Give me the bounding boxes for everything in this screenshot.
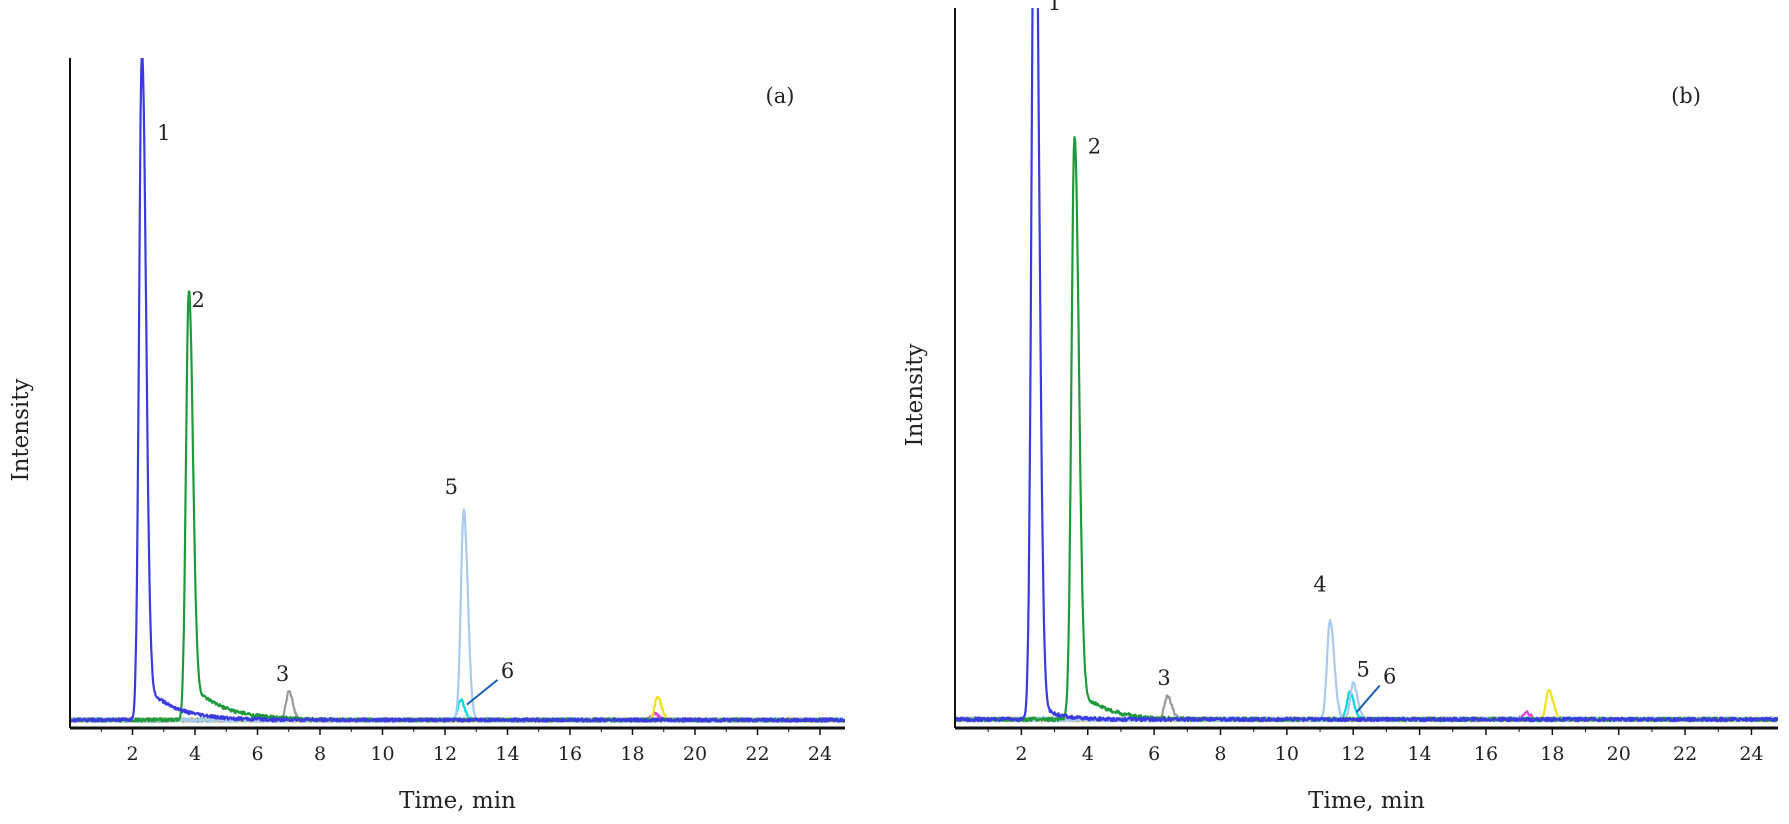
x-tick-label: 4 [1082, 743, 1094, 765]
series-line-peak-1 [955, 8, 1778, 723]
x-axis-title: Time, min [399, 788, 516, 814]
x-tick-label: 24 [1739, 743, 1763, 765]
peak-label-2: 2 [191, 288, 204, 312]
x-tick-label: 6 [251, 743, 263, 765]
x-tick-label: 16 [558, 743, 582, 765]
peak-label-3: 3 [276, 662, 289, 686]
x-tick-label: 20 [1607, 743, 1631, 765]
y-axis-title: Intensity [902, 344, 928, 447]
peak-label-4: 4 [1313, 573, 1326, 597]
x-tick-label: 24 [808, 743, 832, 765]
series-line-peak-5 [70, 508, 845, 723]
panel-label: (b) [1671, 84, 1701, 108]
x-tick-label: 18 [1540, 743, 1564, 765]
peak-label-6: 6 [501, 659, 514, 683]
x-tick-label: 14 [495, 743, 519, 765]
peak-label-5: 5 [445, 475, 458, 499]
x-tick-label: 8 [1214, 743, 1226, 765]
x-tick-label: 6 [1148, 743, 1160, 765]
peak-label-1: 1 [157, 121, 170, 145]
series-line-peak-2 [70, 290, 845, 723]
annotation-leader-line [1355, 684, 1381, 713]
x-tick-label: 18 [620, 743, 644, 765]
x-tick-label: 16 [1474, 743, 1498, 765]
series-traces [70, 58, 845, 723]
x-tick-label: 10 [370, 743, 394, 765]
annotation-leader-line [466, 679, 499, 706]
peak-label-1: 1 [1048, 0, 1061, 15]
x-tick-label: 10 [1275, 743, 1299, 765]
x-tick-label: 12 [1341, 743, 1365, 765]
x-tick-label: 2 [1015, 743, 1027, 765]
peak-label-5: 5 [1356, 657, 1369, 681]
series-traces [955, 8, 1778, 723]
series-line-peak-1 [70, 58, 845, 723]
x-tick-label: 20 [683, 743, 707, 765]
x-tick-label: 14 [1408, 743, 1432, 765]
peak-label-6: 6 [1383, 664, 1396, 688]
y-axis-title: Intensity [8, 379, 34, 482]
x-tick-label: 22 [1673, 743, 1697, 765]
x-tick-label: 4 [189, 743, 201, 765]
x-axis-title: Time, min [1308, 788, 1425, 814]
x-tick-label: 22 [745, 743, 769, 765]
panel-label: (a) [766, 84, 795, 108]
series-line-peak-2 [955, 136, 1778, 723]
peak-label-3: 3 [1157, 666, 1170, 690]
peak-label-2: 2 [1088, 135, 1101, 159]
x-tick-label: 8 [314, 743, 326, 765]
x-tick-label: 12 [433, 743, 457, 765]
x-tick-label: 2 [126, 743, 138, 765]
